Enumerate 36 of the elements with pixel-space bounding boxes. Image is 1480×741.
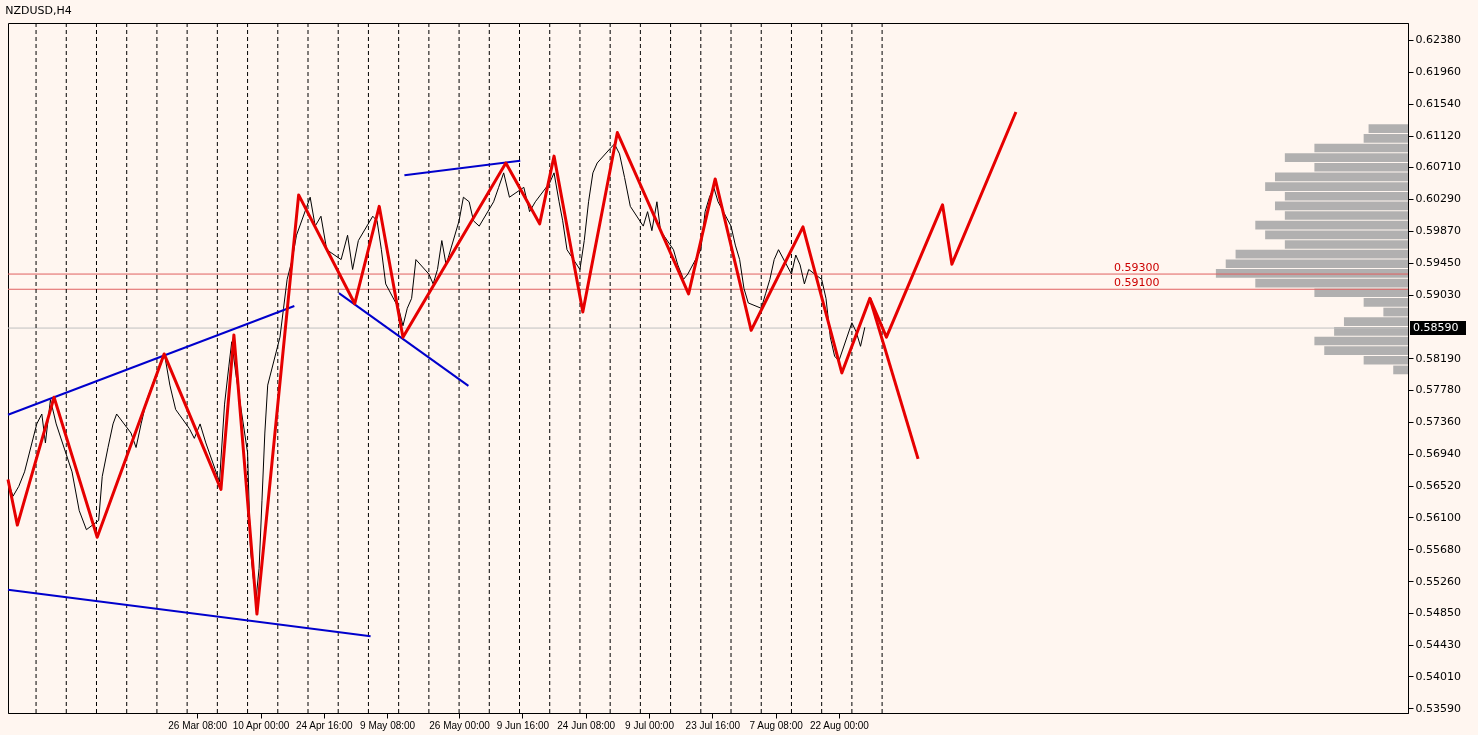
y-tick-label: 0.61960 (1415, 65, 1461, 79)
x-tick-label: 23 Jul 16:00 (685, 719, 741, 731)
y-tick-label: 0.53590 (1415, 701, 1461, 715)
y-tick-label: 0.54010 (1415, 669, 1461, 683)
y-tick-label: 0.56940 (1415, 447, 1461, 461)
y-tick-label: 0.56520 (1415, 479, 1461, 493)
y-tick-label: 0.57360 (1415, 415, 1461, 429)
y-tick-label: 0.60290 (1415, 192, 1461, 206)
y-tick-label: 0.60710 (1415, 160, 1461, 174)
y-tick-label: 0.57780 (1415, 383, 1461, 397)
y-tick-label: 0.55680 (1415, 542, 1461, 556)
x-tick-label: 24 Jun 08:00 (557, 719, 616, 731)
y-tick-label: 0.59450 (1415, 256, 1461, 270)
x-tick-label: 9 May 08:00 (360, 719, 416, 731)
x-tick-label: 26 May 00:00 (429, 719, 491, 731)
y-tick-label: 0.54430 (1415, 638, 1461, 652)
y-tick-label: 0.56100 (1415, 510, 1461, 524)
y-tick-label: 0.54850 (1415, 606, 1461, 620)
y-tick-label: 0.59870 (1415, 224, 1461, 238)
y-tick-label: 0.61120 (1415, 129, 1461, 143)
ref-line-label: 0.58590 (1413, 321, 1459, 335)
y-tick-label: 0.59030 (1415, 288, 1461, 302)
ref-line-label: 0.59300 (1114, 261, 1160, 275)
ref-line-label: 0.59100 (1114, 276, 1160, 290)
y-tick-label: 0.61540 (1415, 97, 1461, 111)
y-tick-label: 0.62380 (1415, 33, 1461, 47)
y-tick-label: 0.58190 (1415, 351, 1461, 365)
y-tick-label: 0.55260 (1415, 574, 1461, 588)
x-tick-label: 22 Aug 00:00 (809, 719, 870, 731)
x-tick-label: 26 Mar 08:00 (168, 719, 228, 731)
x-tick-label: 9 Jun 16:00 (496, 719, 550, 731)
x-tick-label: 9 Jul 00:00 (625, 719, 675, 731)
x-tick-label: 10 Apr 00:00 (232, 719, 290, 731)
chart-title: NZDUSD,H4 (5, 4, 72, 18)
x-tick-label: 7 Aug 08:00 (749, 719, 804, 731)
x-tick-label: 24 Apr 16:00 (295, 719, 354, 731)
